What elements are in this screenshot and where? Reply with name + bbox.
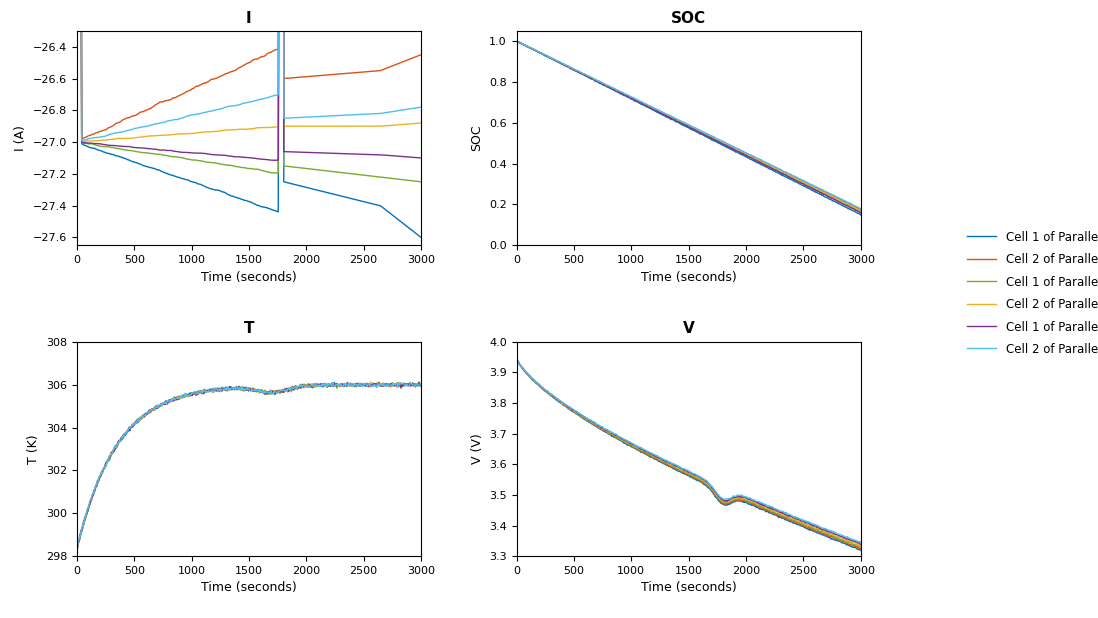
Title: I: I [246,11,251,25]
Y-axis label: SOC: SOC [471,125,483,151]
X-axis label: Time (seconds): Time (seconds) [641,271,737,284]
Title: T: T [244,321,254,336]
X-axis label: Time (seconds): Time (seconds) [201,271,296,284]
Y-axis label: I (A): I (A) [14,125,27,151]
Title: SOC: SOC [671,11,706,25]
Legend: Cell 1 of ParallelAssembly 1, Cell 2 of ParallelAssembly 1, Cell 1 of ParallelAs: Cell 1 of ParallelAssembly 1, Cell 2 of … [962,226,1098,361]
Y-axis label: T (K): T (K) [27,434,41,464]
Y-axis label: V (V): V (V) [471,434,483,464]
X-axis label: Time (seconds): Time (seconds) [201,582,296,595]
Title: V: V [683,321,695,336]
X-axis label: Time (seconds): Time (seconds) [641,582,737,595]
